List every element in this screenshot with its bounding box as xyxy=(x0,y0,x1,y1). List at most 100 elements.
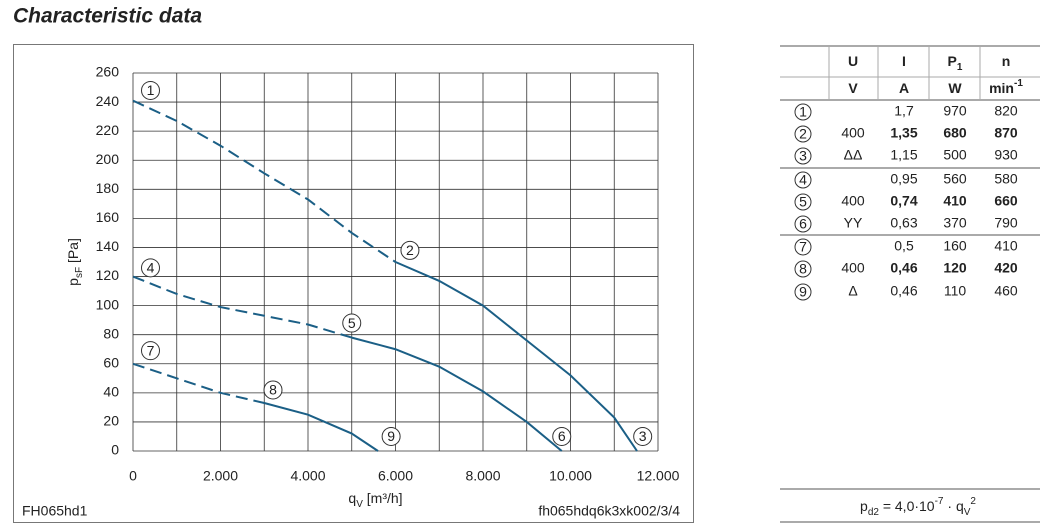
table-cell: 930 xyxy=(994,147,1018,163)
curve-marker xyxy=(552,426,572,446)
table-cell: 410 xyxy=(943,193,967,209)
curve-label: 2 xyxy=(406,242,414,258)
y-tick-label: 60 xyxy=(103,354,119,370)
y-tick-label: 20 xyxy=(103,413,119,429)
table-unit: A xyxy=(899,80,909,96)
text-part: 1 xyxy=(957,62,963,73)
text-part: sF xyxy=(74,267,85,278)
table-cell: 680 xyxy=(943,125,967,141)
table-cell: Δ xyxy=(848,283,857,299)
table-cell: 400 xyxy=(841,260,865,276)
text-part: min xyxy=(989,80,1014,96)
table-cell: 1,7 xyxy=(894,103,914,119)
y-tick-label: 240 xyxy=(96,93,120,109)
text-part: V xyxy=(356,499,363,510)
y-tick-label: 220 xyxy=(96,122,120,138)
text-part: -7 xyxy=(935,496,944,507)
text-part: I xyxy=(902,53,906,69)
x-tick-label: 2.000 xyxy=(203,468,238,484)
y-tick-label: 180 xyxy=(96,180,120,196)
x-axis-label: qV [m³/h] xyxy=(348,490,402,510)
row-id: 2 xyxy=(799,126,807,142)
text-part: P xyxy=(948,53,957,69)
curve-label: 7 xyxy=(147,342,155,358)
table-cell: 420 xyxy=(994,260,1018,276)
table-cell: 0,63 xyxy=(890,215,917,231)
x-tick-label: 4.000 xyxy=(290,468,325,484)
footer-right: fh065hdq6k3xk002/3/4 xyxy=(538,503,680,519)
table-header: P1 xyxy=(948,53,963,73)
y-tick-label: 100 xyxy=(96,296,120,312)
row-id: 5 xyxy=(799,194,807,210)
footer-left: FH065hd1 xyxy=(22,503,88,519)
table-cell: 460 xyxy=(994,283,1018,299)
table-cell: 0,95 xyxy=(890,171,917,187)
row-marker xyxy=(794,103,812,121)
curve-marker xyxy=(400,240,420,260)
text-part: V xyxy=(964,507,971,518)
text-part: q xyxy=(348,490,356,506)
curve xyxy=(132,275,353,339)
table-cell: 1,35 xyxy=(890,125,917,141)
text-part: U xyxy=(848,53,858,69)
table-cell: 160 xyxy=(943,238,967,254)
table-cell: 120 xyxy=(943,260,967,276)
curve-label: 1 xyxy=(147,82,155,98)
table-unit: V xyxy=(848,80,858,96)
text-part: A xyxy=(899,80,909,96)
table-cell: 660 xyxy=(994,193,1018,209)
y-tick-label: 80 xyxy=(103,325,119,341)
y-tick-label: 40 xyxy=(103,384,119,400)
y-axis-label: psF [Pa] xyxy=(65,238,85,286)
table-header: U xyxy=(848,53,858,69)
x-tick-label: 0 xyxy=(129,468,137,484)
curve xyxy=(351,336,563,452)
table-cell: 580 xyxy=(994,171,1018,187)
text-part: W xyxy=(948,80,962,96)
row-id: 6 xyxy=(799,216,807,232)
table-cell: YY xyxy=(844,215,863,231)
curve xyxy=(395,261,638,452)
table-cell: 400 xyxy=(841,125,865,141)
table-cell: 820 xyxy=(994,103,1018,119)
formula: pd2 = 4,0·10-7 · qV2 xyxy=(860,496,976,518)
table-cell: 0,46 xyxy=(890,283,917,299)
table-cell: 870 xyxy=(994,125,1018,141)
text-part: V xyxy=(848,80,858,96)
curve-label: 8 xyxy=(269,382,277,398)
y-tick-label: 0 xyxy=(111,442,119,458)
table-cell: 410 xyxy=(994,238,1018,254)
table-cell: 110 xyxy=(944,283,967,299)
y-tick-label: 260 xyxy=(96,64,120,80)
table-unit: min-1 xyxy=(989,78,1023,96)
curve xyxy=(132,99,397,263)
table-cell: 370 xyxy=(943,215,967,231)
chart-frame xyxy=(13,44,694,523)
row-marker xyxy=(794,147,812,165)
row-marker xyxy=(794,215,812,233)
table-cell: 0,5 xyxy=(894,238,914,254)
curve-marker xyxy=(381,426,401,446)
text-part: p xyxy=(65,278,81,286)
curve-marker xyxy=(141,341,160,361)
row-id: 3 xyxy=(799,148,807,164)
x-tick-label: 12.000 xyxy=(637,468,680,484)
curve-label: 4 xyxy=(147,260,155,276)
row-marker xyxy=(794,193,812,211)
curve-label: 6 xyxy=(558,428,566,444)
text-part: = 4,0·10 xyxy=(879,498,935,514)
table-cell: 970 xyxy=(943,103,967,119)
curve-marker xyxy=(633,426,653,446)
table-unit: W xyxy=(948,80,962,96)
table-cell: 1,15 xyxy=(890,147,917,163)
text-part: p xyxy=(860,498,868,514)
row-id: 9 xyxy=(799,284,807,300)
text-part: [m³/h] xyxy=(363,490,403,506)
table-cell: 400 xyxy=(841,193,865,209)
table-cell: ΔΔ xyxy=(844,147,863,163)
curve-marker xyxy=(141,80,160,100)
table-header: n xyxy=(1002,53,1011,69)
y-tick-label: 140 xyxy=(96,238,120,254)
table-cell: 560 xyxy=(943,171,967,187)
